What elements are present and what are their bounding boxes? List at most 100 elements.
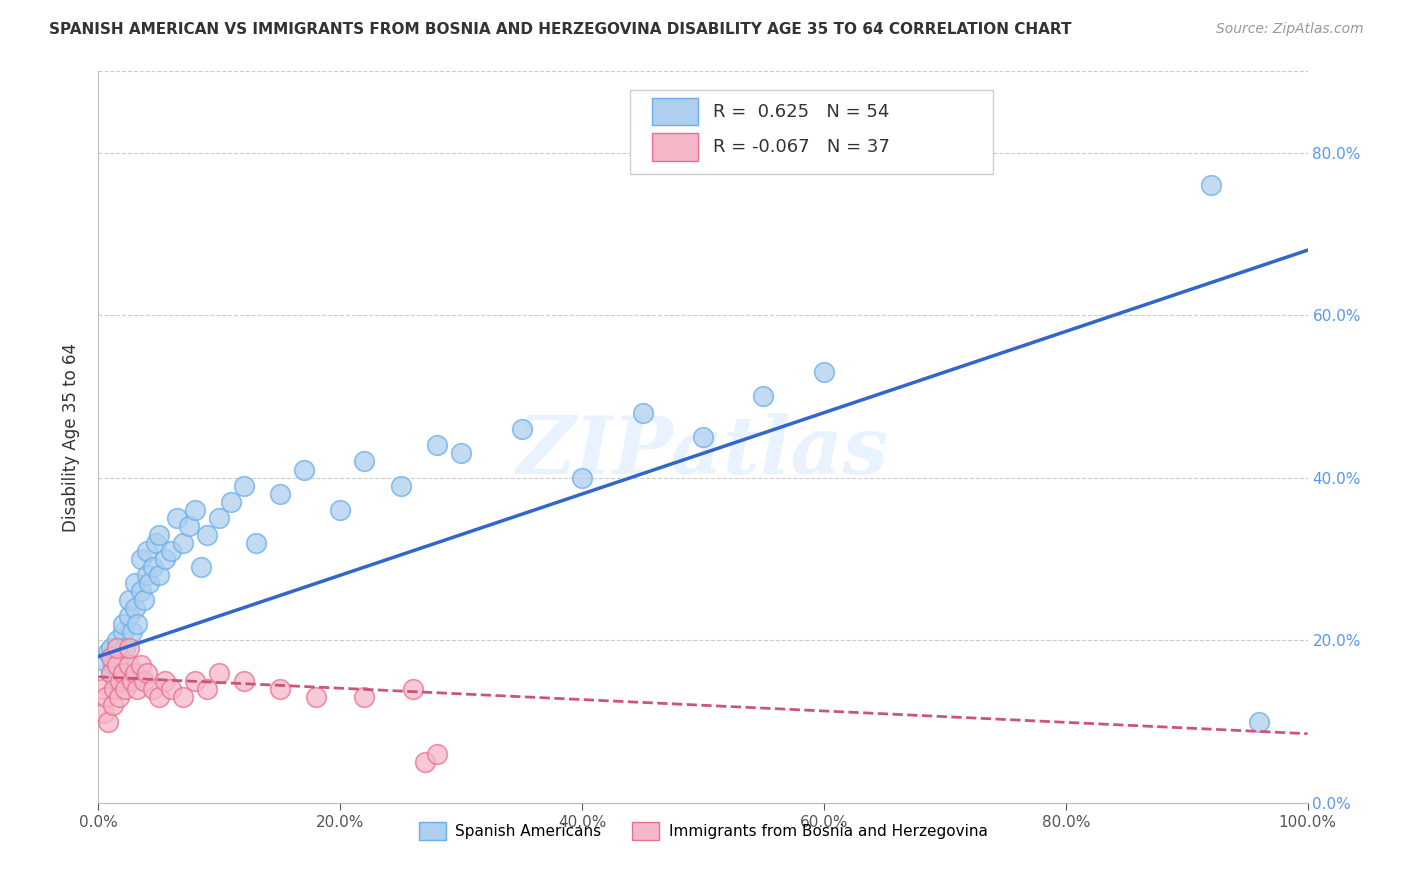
Point <box>129 584 152 599</box>
Point <box>145 535 167 549</box>
Point <box>160 681 183 696</box>
Point <box>245 535 267 549</box>
Point <box>179 519 201 533</box>
Text: SPANISH AMERICAN VS IMMIGRANTS FROM BOSNIA AND HERZEGOVINA DISABILITY AGE 35 TO : SPANISH AMERICAN VS IMMIGRANTS FROM BOSN… <box>49 22 1071 37</box>
Point <box>114 641 136 656</box>
Point <box>402 681 425 696</box>
Point <box>111 665 134 680</box>
Point <box>813 365 835 379</box>
Point <box>118 592 141 607</box>
Bar <box>652 133 699 161</box>
Point <box>208 665 231 680</box>
Point <box>353 690 375 705</box>
Text: R =  0.625   N = 54: R = 0.625 N = 54 <box>713 103 889 120</box>
Point <box>413 755 436 769</box>
Point <box>93 706 115 721</box>
Point <box>153 673 176 688</box>
Point <box>127 617 149 632</box>
Point <box>105 673 128 688</box>
Point <box>752 389 775 403</box>
Point <box>142 560 165 574</box>
Point <box>124 600 146 615</box>
Point <box>269 487 291 501</box>
Point <box>269 681 291 696</box>
Point <box>208 511 231 525</box>
Text: Source: ZipAtlas.com: Source: ZipAtlas.com <box>1216 22 1364 37</box>
Y-axis label: Disability Age 35 to 64: Disability Age 35 to 64 <box>62 343 80 532</box>
Bar <box>652 98 699 126</box>
Point <box>129 552 152 566</box>
Point <box>195 527 218 541</box>
Point <box>101 698 124 713</box>
Point <box>353 454 375 468</box>
Point <box>108 690 131 705</box>
Point <box>118 608 141 623</box>
Point <box>426 747 449 761</box>
Point <box>100 665 122 680</box>
Point <box>166 511 188 525</box>
Point <box>305 690 328 705</box>
Point <box>135 568 157 582</box>
Point <box>97 714 120 729</box>
Point <box>232 479 254 493</box>
Point <box>124 665 146 680</box>
Point <box>118 657 141 672</box>
Point <box>148 527 170 541</box>
Point <box>292 462 315 476</box>
Point <box>111 625 134 640</box>
Point <box>510 422 533 436</box>
Point <box>190 560 212 574</box>
Point <box>111 617 134 632</box>
Point <box>100 649 122 664</box>
Point <box>138 576 160 591</box>
Point <box>232 673 254 688</box>
Point <box>100 641 122 656</box>
Point <box>329 503 352 517</box>
Point <box>142 681 165 696</box>
Point <box>631 406 654 420</box>
Point <box>105 641 128 656</box>
Point <box>153 552 176 566</box>
Point <box>135 544 157 558</box>
Point <box>93 654 115 668</box>
Point <box>692 430 714 444</box>
Point <box>172 690 194 705</box>
Point <box>91 681 114 696</box>
Bar <box>630 90 993 174</box>
Point <box>172 535 194 549</box>
Point <box>103 681 125 696</box>
Point <box>127 681 149 696</box>
Point <box>184 673 207 688</box>
Point <box>108 649 131 664</box>
Point <box>134 673 156 688</box>
Text: R = -0.067   N = 37: R = -0.067 N = 37 <box>713 137 890 156</box>
Point <box>108 673 131 688</box>
Point <box>148 568 170 582</box>
Point <box>114 681 136 696</box>
Point <box>148 690 170 705</box>
Legend: Spanish Americans, Immigrants from Bosnia and Herzegovina: Spanish Americans, Immigrants from Bosni… <box>412 815 994 847</box>
Point <box>160 544 183 558</box>
Point <box>389 479 412 493</box>
Point <box>121 673 143 688</box>
Point <box>184 503 207 517</box>
Point <box>105 657 128 672</box>
Point <box>450 446 472 460</box>
Point <box>571 471 593 485</box>
Point <box>94 690 117 705</box>
Point <box>1249 714 1271 729</box>
Point <box>129 657 152 672</box>
Point <box>1199 178 1222 193</box>
Point <box>100 665 122 680</box>
Point <box>134 592 156 607</box>
Point <box>101 657 124 672</box>
Point <box>195 681 218 696</box>
Point <box>124 576 146 591</box>
Point <box>97 645 120 659</box>
Point <box>105 633 128 648</box>
Point <box>135 665 157 680</box>
Text: ZIPatlas: ZIPatlas <box>517 413 889 491</box>
Point <box>426 438 449 452</box>
Point <box>221 495 243 509</box>
Point <box>118 641 141 656</box>
